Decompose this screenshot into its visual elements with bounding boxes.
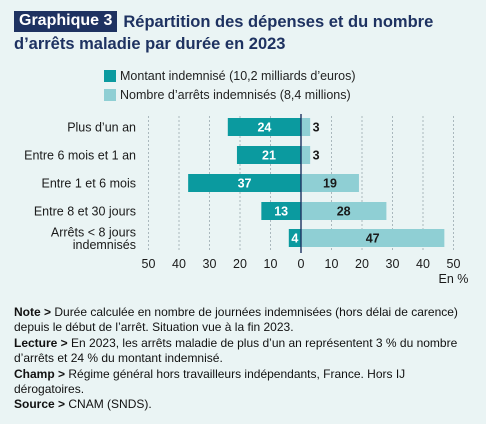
- data-label-nombre: 19: [323, 177, 337, 191]
- bar-montant: [227, 118, 301, 136]
- category-label: Arrêts < 8 jours: [51, 225, 136, 239]
- x-tick-label: 40: [416, 257, 430, 271]
- bar-montant: [188, 174, 301, 192]
- data-label-nombre: 3: [313, 121, 320, 135]
- x-tick-label: 20: [233, 257, 247, 271]
- notes-block: Note > Durée calculée en nombre de journ…: [14, 305, 476, 413]
- legend-item-montant: Montant indemnisé (10,2 milliards d’euro…: [104, 66, 356, 85]
- bar-nombre: [301, 229, 445, 247]
- x-tick-label: 0: [298, 257, 305, 271]
- category-label: Entre 6 mois et 1 an: [24, 149, 136, 163]
- legend-item-nombre: Nombre d’arrêts indemnisés (8,4 millions…: [104, 85, 356, 104]
- title-line-2: d’arrêts maladie par durée en 2023: [14, 35, 286, 53]
- source-label: Source >: [14, 397, 66, 412]
- bar-nombre: [301, 118, 311, 136]
- data-label-nombre: 47: [366, 232, 380, 246]
- chart-title: Graphique 3 Répartition des dépenses et …: [14, 11, 474, 54]
- note-paragraph: Note > Durée calculée en nombre de journ…: [14, 305, 476, 336]
- category-label: Entre 8 et 30 jours: [34, 205, 136, 219]
- data-label-montant: 37: [238, 177, 252, 191]
- note-label: Note >: [14, 305, 52, 319]
- legend-swatch-nombre: [104, 88, 116, 101]
- data-label-nombre: 28: [337, 205, 351, 219]
- x-tick-label: 30: [203, 257, 217, 271]
- diverging-bar-chart: 24 3 Plus d’un an 21 3 Entre 6 mois et 1 an 37…: [24, 114, 469, 286]
- lecture-paragraph: Lecture > En 2023, les arrêts maladie de…: [14, 336, 476, 367]
- bar-montant: [288, 229, 301, 247]
- graph-number-badge: Graphique 3: [14, 11, 118, 32]
- bar-montant: [261, 202, 301, 220]
- data-label-montant: 21: [262, 149, 276, 163]
- unit-label: En %: [439, 272, 469, 286]
- champ-label: Champ >: [14, 366, 66, 381]
- title-line-1: Répartition des dépenses et du nombre: [123, 12, 434, 31]
- category-label: Entre 1 et 6 mois: [42, 177, 137, 191]
- bar-nombre: [301, 146, 311, 164]
- note-text: Durée calculée en nombre de journées ind…: [14, 305, 458, 335]
- bar-montant: [236, 146, 301, 164]
- source-paragraph: Source > CNAM (SNDS).: [14, 397, 476, 412]
- x-tick-label: 10: [325, 257, 339, 271]
- data-label-montant: 4: [291, 232, 298, 246]
- legend-label-montant: Montant indemnisé (10,2 milliards d’euro…: [120, 68, 356, 83]
- bar-nombre: [301, 202, 387, 220]
- bar-nombre: [301, 174, 359, 192]
- legend-swatch-montant: [104, 69, 116, 82]
- champ-text: Régime général hors travailleurs indépen…: [14, 366, 406, 397]
- legend: Montant indemnisé (10,2 milliards d’euro…: [104, 66, 356, 104]
- lecture-label: Lecture >: [14, 335, 68, 350]
- x-tick-label: 50: [142, 257, 156, 271]
- data-label-montant: 24: [257, 121, 271, 135]
- data-label-montant: 13: [274, 205, 288, 219]
- data-label-nombre: 3: [313, 149, 320, 163]
- legend-label-nombre: Nombre d’arrêts indemnisés (8,4 millions…: [120, 87, 351, 102]
- category-label: Plus d’un an: [67, 121, 136, 135]
- x-tick-label: 50: [447, 257, 461, 271]
- x-tick-label: 10: [264, 257, 278, 271]
- x-tick-label: 20: [355, 257, 369, 271]
- category-label: indemnisés: [73, 238, 136, 252]
- x-tick-label: 30: [386, 257, 400, 271]
- lecture-text: En 2023, les arrêts maladie de plus d’un…: [14, 335, 458, 366]
- champ-paragraph: Champ > Régime général hors travailleurs…: [14, 367, 476, 398]
- source-text: CNAM (SNDS).: [65, 397, 152, 412]
- x-tick-label: 40: [172, 257, 186, 271]
